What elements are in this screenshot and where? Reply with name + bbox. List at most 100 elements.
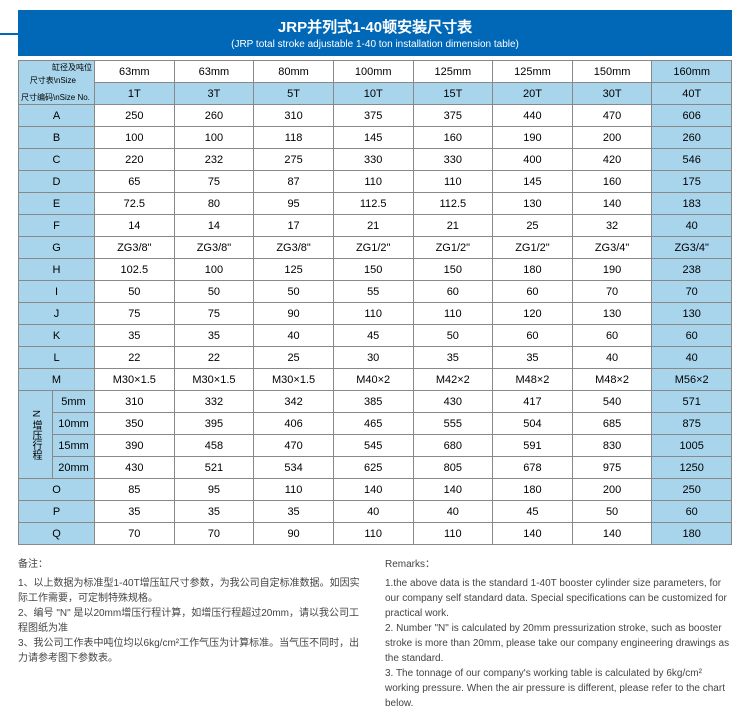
cell: 395 — [174, 413, 254, 435]
row-label: Q — [19, 523, 95, 545]
cell: 534 — [254, 457, 334, 479]
cell: ZG3/8" — [254, 237, 334, 259]
cell: 375 — [413, 105, 493, 127]
cell: 60 — [413, 281, 493, 303]
cell: 145 — [493, 171, 573, 193]
cell: 330 — [333, 149, 413, 171]
cell: 25 — [254, 347, 334, 369]
cell: 555 — [413, 413, 493, 435]
cell: 112.5 — [333, 193, 413, 215]
row-label: J — [19, 303, 95, 325]
cell: 140 — [572, 193, 652, 215]
cell: 14 — [95, 215, 175, 237]
cell: 90 — [254, 303, 334, 325]
row-label: 20mm — [53, 457, 95, 479]
cell: 100 — [174, 259, 254, 281]
cell: 95 — [174, 479, 254, 501]
cell: 145 — [333, 127, 413, 149]
cell: 110 — [333, 523, 413, 545]
dimension-table: 缸径及吨位 尺寸表\nSize 尺寸编码\nSize No. 63mm 63mm… — [18, 60, 732, 545]
cell: 70 — [652, 281, 732, 303]
col-size: 63mm — [95, 61, 175, 83]
row-label: A — [19, 105, 95, 127]
cell: 150 — [413, 259, 493, 281]
row-label: D — [19, 171, 95, 193]
cell: 220 — [95, 149, 175, 171]
title-bar: JRP并列式1-40顿安装尺寸表 (JRP total stroke adjus… — [18, 10, 732, 56]
cell: 310 — [95, 391, 175, 413]
cell: 685 — [572, 413, 652, 435]
col-ton: 20T — [493, 83, 573, 105]
cell: 330 — [413, 149, 493, 171]
cell: 458 — [174, 435, 254, 457]
cell: 342 — [254, 391, 334, 413]
cell: 60 — [652, 325, 732, 347]
cell: 625 — [333, 457, 413, 479]
cell: 521 — [174, 457, 254, 479]
cell: 440 — [493, 105, 573, 127]
cell: 571 — [652, 391, 732, 413]
cell: 375 — [333, 105, 413, 127]
row-label: M — [19, 369, 95, 391]
cell: 30 — [333, 347, 413, 369]
col-size: 100mm — [333, 61, 413, 83]
cell: 35 — [254, 501, 334, 523]
cell: 470 — [572, 105, 652, 127]
col-ton: 15T — [413, 83, 493, 105]
cell: 975 — [572, 457, 652, 479]
cell: 238 — [652, 259, 732, 281]
cell: 805 — [413, 457, 493, 479]
remarks-en-2: 2. Number "N" is calculated by 20mm pres… — [385, 621, 732, 666]
cell: 400 — [493, 149, 573, 171]
cell: 45 — [493, 501, 573, 523]
cell: 32 — [572, 215, 652, 237]
title-en: (JRP total stroke adjustable 1-40 ton in… — [28, 39, 722, 50]
cell: 130 — [493, 193, 573, 215]
title-cn: JRP并列式1-40顿安装尺寸表 — [28, 16, 722, 37]
row-label: C — [19, 149, 95, 171]
cell: 65 — [95, 171, 175, 193]
cell: 35 — [493, 347, 573, 369]
cell: 60 — [493, 281, 573, 303]
cell: 110 — [333, 171, 413, 193]
cell: 175 — [652, 171, 732, 193]
cell: 50 — [254, 281, 334, 303]
cell: 25 — [493, 215, 573, 237]
cell: 260 — [174, 105, 254, 127]
cell: 102.5 — [95, 259, 175, 281]
cell: 45 — [333, 325, 413, 347]
col-size: 125mm — [493, 61, 573, 83]
remarks: 备注： 1、以上数据为标准型1-40T增压缸尺寸参数，为我公司自定标准数据。如因… — [18, 557, 732, 711]
cell: 260 — [652, 127, 732, 149]
cell: 35 — [174, 501, 254, 523]
cell: 140 — [413, 479, 493, 501]
cell: 112.5 — [413, 193, 493, 215]
cell: 310 — [254, 105, 334, 127]
row-label: G — [19, 237, 95, 259]
cell: 140 — [333, 479, 413, 501]
cell: M30×1.5 — [95, 369, 175, 391]
cell: ZG3/8" — [174, 237, 254, 259]
row-label: 5mm — [53, 391, 95, 413]
cell: 875 — [652, 413, 732, 435]
cell: 21 — [333, 215, 413, 237]
cell: 100 — [95, 127, 175, 149]
cell: 35 — [95, 325, 175, 347]
cell: 110 — [254, 479, 334, 501]
cell: 546 — [652, 149, 732, 171]
cell: 160 — [572, 171, 652, 193]
cell: 130 — [652, 303, 732, 325]
row-label: L — [19, 347, 95, 369]
row-label: P — [19, 501, 95, 523]
cell: 35 — [95, 501, 175, 523]
remarks-en-head: Remarks： — [385, 557, 732, 572]
cell: 40 — [572, 347, 652, 369]
cell: 430 — [95, 457, 175, 479]
cell: 1005 — [652, 435, 732, 457]
cell: 540 — [572, 391, 652, 413]
cell: M30×1.5 — [254, 369, 334, 391]
cell: 85 — [95, 479, 175, 501]
remarks-en-3: 3. The tonnage of our company's working … — [385, 666, 732, 711]
col-ton: 1T — [95, 83, 175, 105]
cell: 465 — [333, 413, 413, 435]
